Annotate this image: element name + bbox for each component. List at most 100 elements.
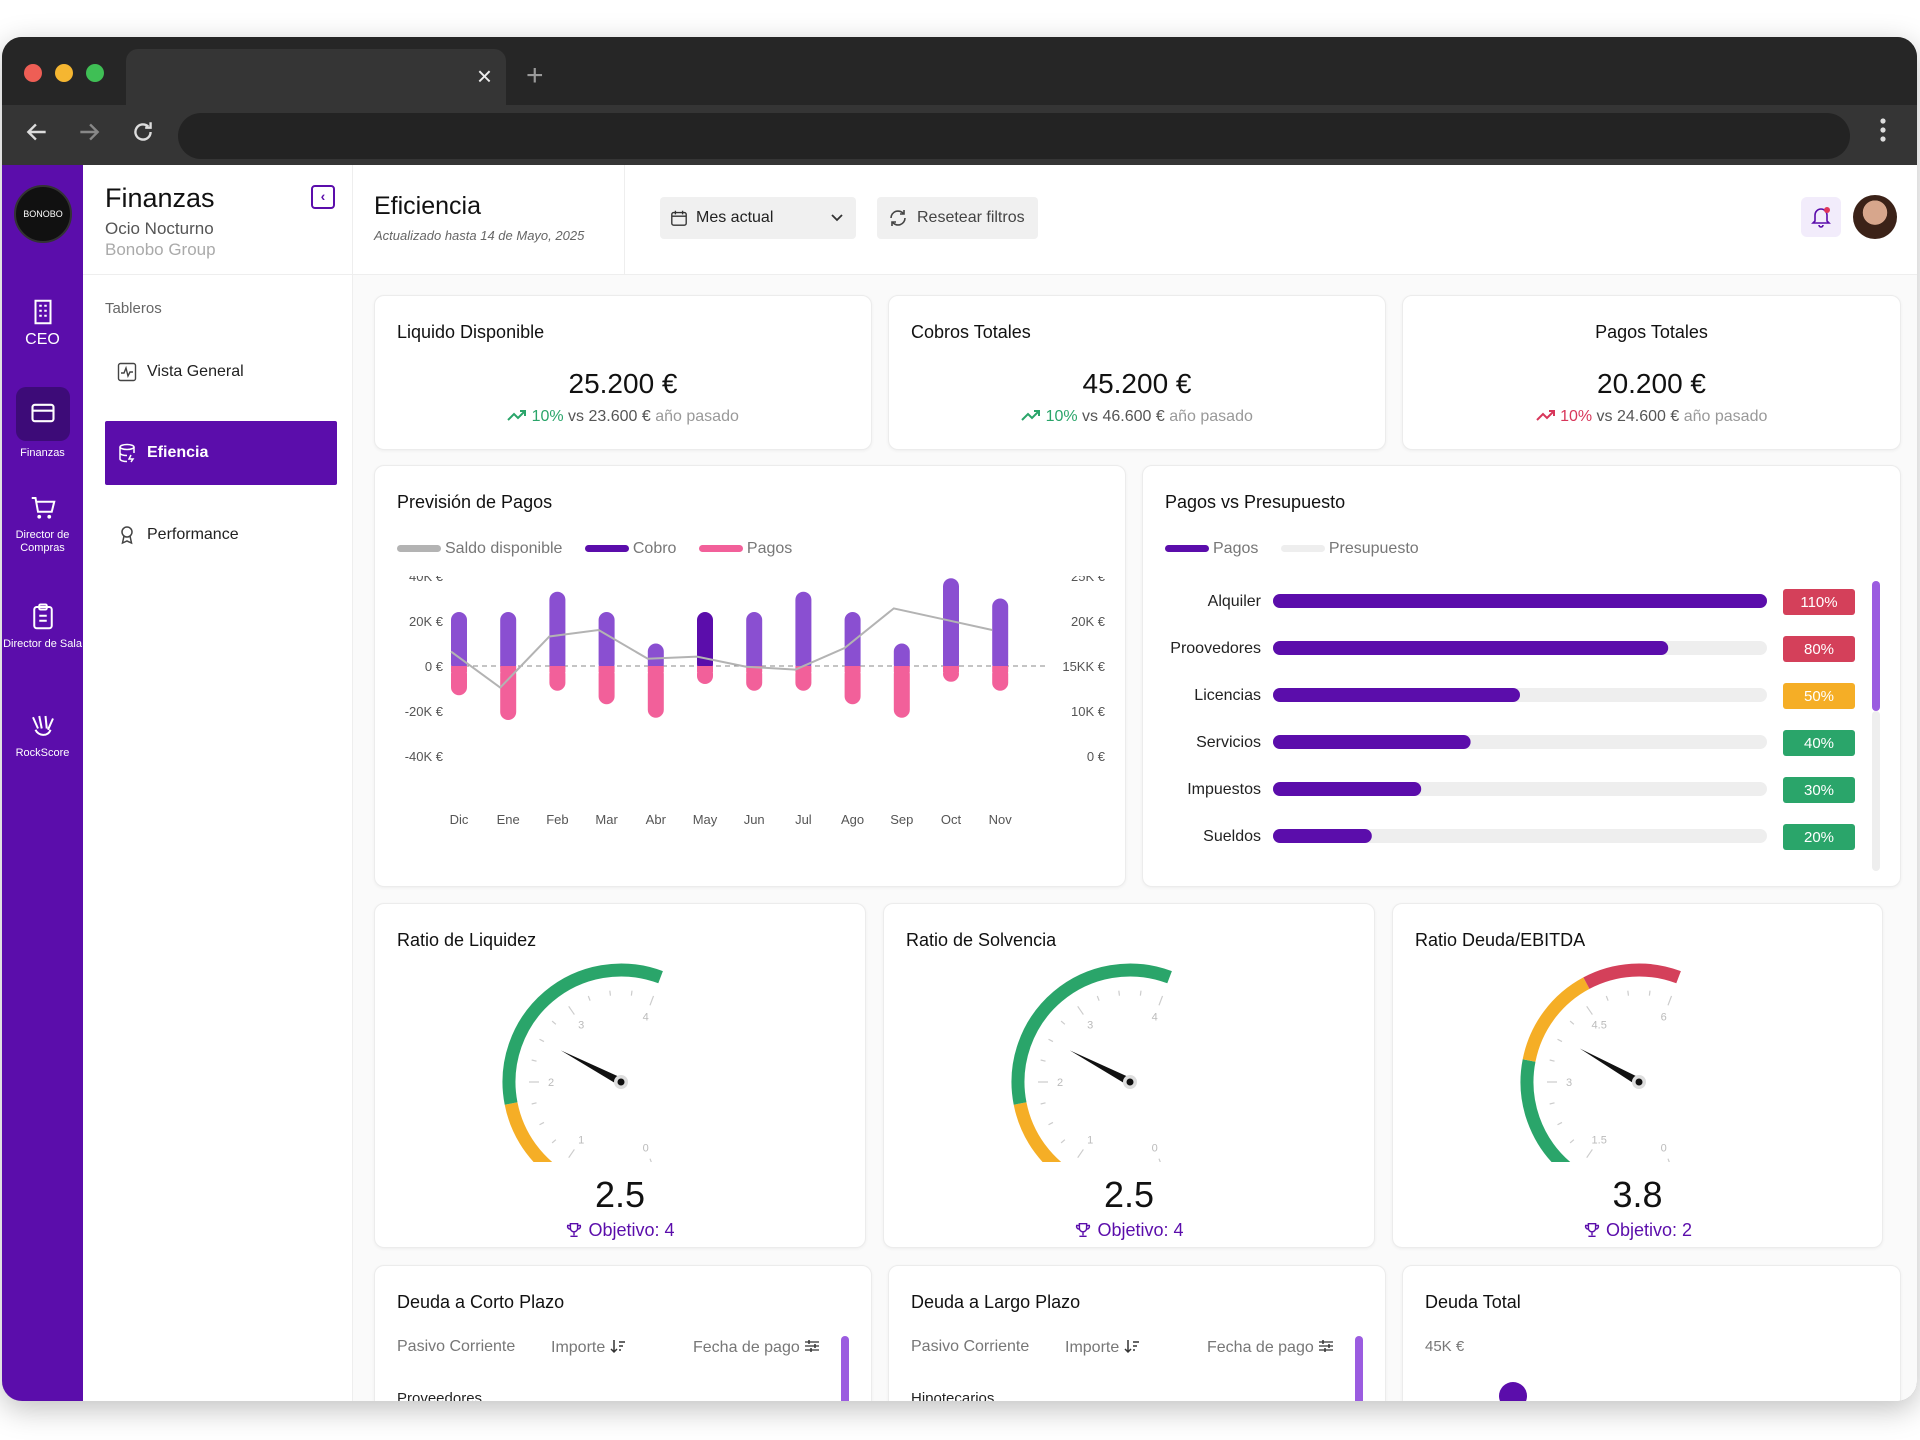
nav-item-efiencia[interactable]: Efiencia	[105, 421, 337, 485]
gauge-tick	[1048, 1038, 1054, 1043]
rail-item-finanzas[interactable]: Finanzas	[2, 387, 83, 460]
scrollbar-thumb[interactable]	[1355, 1336, 1363, 1401]
gauge-title: Ratio de Liquidez	[397, 930, 537, 950]
back-arrow-icon[interactable]	[24, 119, 50, 145]
budget-pct-label: 30%	[1804, 782, 1834, 799]
gauge-tick-label: 0	[643, 1142, 649, 1154]
reset-filters-button[interactable]: Resetear filtros	[877, 197, 1038, 239]
kpi-title: Pagos Totales	[1595, 322, 1708, 342]
legend-swatch	[584, 545, 629, 553]
period-select[interactable]: Mes actual	[660, 197, 856, 239]
filter-sliders-icon	[805, 1340, 820, 1352]
nav-item-label: Vista General	[147, 363, 244, 380]
y-axis-tick-right: 10K €	[1071, 704, 1106, 719]
scrollbar-thumb[interactable]	[841, 1336, 849, 1401]
collapse-sidebar-icon[interactable]: ‹	[311, 185, 335, 209]
bar-pagos-join	[451, 666, 467, 672]
x-axis-tick: Ene	[497, 812, 520, 827]
browser-window: × + BONOBO CEO Finanzas Directo	[2, 37, 1917, 1401]
gauge-tick-label: 3	[1087, 1019, 1093, 1031]
user-avatar[interactable]	[1853, 195, 1897, 239]
bonobo-logo[interactable]: BONOBO	[14, 185, 72, 243]
nav-item-vista-general[interactable]: Vista General	[105, 340, 337, 404]
kpi-card: Liquido Disponible 25.200 € 10% vs 23.60…	[374, 295, 872, 450]
x-axis-tick: May	[693, 812, 718, 827]
column-header-filterable[interactable]: Fecha de pago	[1207, 1338, 1334, 1357]
gauge-tick	[531, 1102, 537, 1105]
tab-close-icon[interactable]: ×	[476, 61, 492, 91]
kebab-menu-icon[interactable]	[1879, 117, 1887, 143]
column-header-sortable[interactable]: Importe	[1065, 1338, 1140, 1357]
budget-bar-fill	[1273, 641, 1669, 655]
rail-item-ceo[interactable]: CEO	[2, 297, 83, 348]
y-axis-tick-left: 0 €	[425, 659, 444, 674]
gauge-tick-label: 2	[1057, 1077, 1063, 1089]
budget-pct-label: 80%	[1804, 641, 1834, 658]
gauge-tick	[1667, 1158, 1670, 1162]
gauge-tick-label: 1	[578, 1135, 584, 1147]
browser-tab[interactable]: ×	[126, 49, 506, 105]
close-window-dot[interactable]	[24, 64, 42, 82]
y-axis-tick-right: 25K €	[1071, 576, 1106, 584]
gauge: 0 1 2 3 4	[502, 963, 663, 1162]
table-row: Proveedores	[397, 1390, 483, 1401]
clipboard-icon	[32, 603, 53, 630]
scrollbar-track[interactable]	[1872, 711, 1880, 871]
rail-item-rockscore[interactable]: RockScore	[2, 711, 83, 760]
bar-cobro	[598, 612, 615, 672]
card-title: Deuda Total	[1425, 1292, 1521, 1312]
nav-title: Finanzas	[105, 183, 215, 213]
legend-swatch	[397, 545, 441, 553]
forward-arrow-icon[interactable]	[76, 119, 102, 145]
nav-group: Bonobo Group	[105, 240, 216, 259]
kpi-card: Pagos Totales 20.200 € 10% vs 24.600 € a…	[1402, 295, 1901, 450]
legend-swatch	[1280, 545, 1325, 553]
saldo-line	[450, 607, 993, 689]
bar-cobro	[451, 612, 467, 672]
gauge-card: Ratio Deuda/EBITDA 0 1.5 3 4.5 6 3.8 Objetiv…	[1392, 903, 1883, 1248]
budget-category-label: Alquiler	[1208, 593, 1262, 610]
reload-icon[interactable]	[130, 119, 156, 145]
column-header-filterable[interactable]: Fecha de pago	[693, 1338, 820, 1357]
budget-category-label: Servicios	[1196, 734, 1261, 751]
trophy-icon	[1076, 1222, 1091, 1238]
bar-pagos-join	[844, 666, 861, 672]
kpi-card: Cobros Totales 45.200 € 10% vs 46.600 € …	[888, 295, 1386, 450]
gauge: 0 1.5 3 4.5 6	[1520, 963, 1681, 1162]
gauge-needle	[1069, 1050, 1132, 1086]
gauge-tick	[1648, 990, 1651, 996]
gauge-tick	[1557, 1121, 1563, 1126]
x-axis-tick: Oct	[941, 812, 962, 827]
divider	[624, 165, 625, 275]
y-axis-tick-right: 0 €	[1087, 749, 1106, 764]
chevron-down-icon	[831, 214, 843, 222]
column-header-sortable[interactable]: Importe	[551, 1338, 626, 1357]
gauge-tick	[1077, 1005, 1084, 1015]
column-label: Importe	[1065, 1339, 1120, 1356]
scrollbar-thumb[interactable]	[1872, 581, 1880, 711]
minimize-window-dot[interactable]	[55, 64, 73, 82]
budget-category-label: Proovedores	[1170, 640, 1261, 657]
bar-cobro	[500, 612, 517, 672]
maximize-window-dot[interactable]	[86, 64, 104, 82]
gauge-card: Ratio de Solvencia 0 1 2 3 4 2.5 Objetivo: 4	[883, 903, 1375, 1248]
bar-pagos	[844, 666, 861, 705]
kpi-suffix: año pasado	[1169, 408, 1253, 425]
x-axis-tick: Sep	[890, 812, 913, 827]
new-tab-icon[interactable]: +	[526, 59, 544, 92]
kpi-suffix: año pasado	[655, 408, 739, 425]
kpi-comparison: 10% vs 46.600 € año pasado	[889, 408, 1385, 426]
gauge-zone-yellow	[1522, 977, 1590, 1062]
page-title: Eficiencia	[374, 192, 481, 220]
rail-item-compras[interactable]: Director de Compras	[2, 493, 83, 555]
nav-item-performance[interactable]: Performance	[105, 503, 337, 567]
gauge-tick-label: 0	[1152, 1142, 1158, 1154]
notifications-button[interactable]	[1801, 197, 1841, 237]
building-icon	[34, 299, 51, 325]
budget-bar-fill	[1273, 688, 1520, 702]
rail-item-sala[interactable]: Director de Sala	[2, 602, 83, 651]
gauge-objective: Objetivo: 4	[375, 1220, 865, 1241]
gauge-tick	[1667, 995, 1673, 1006]
primary-rail: BONOBO CEO Finanzas Director de Compras …	[2, 165, 83, 1401]
address-bar[interactable]	[178, 113, 1850, 159]
